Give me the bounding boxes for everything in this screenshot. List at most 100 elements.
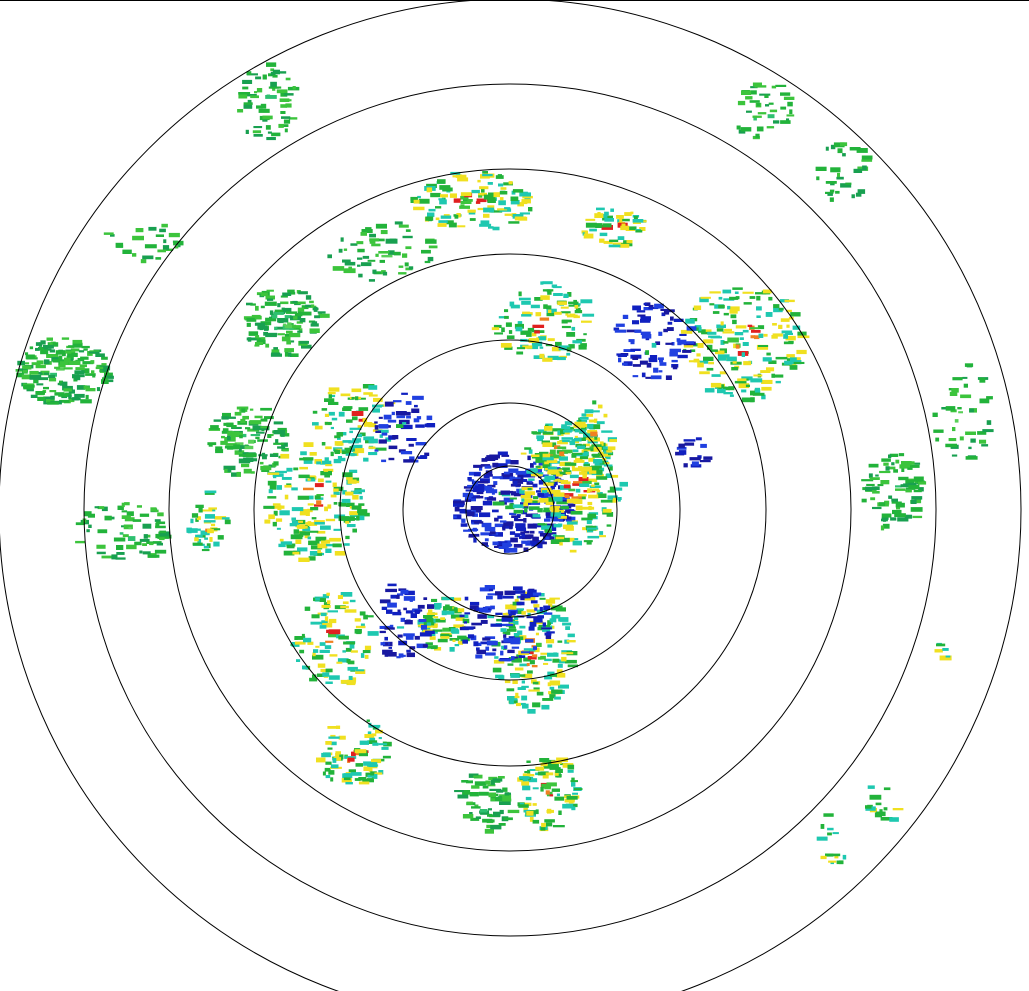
echo-cell: [320, 471, 332, 476]
echo-cell: [669, 351, 678, 357]
echo-cell: [247, 337, 252, 342]
echo-cell: [328, 629, 341, 635]
echo-cell: [867, 785, 875, 789]
echo-cell: [126, 511, 134, 517]
echo-cell: [828, 860, 837, 863]
echo-cell: [252, 458, 258, 462]
echo-cell: [767, 114, 775, 119]
echo-cell: [443, 606, 455, 611]
echo-cell: [495, 674, 504, 679]
echo-cell: [333, 458, 342, 464]
echo-cell: [589, 424, 601, 430]
echo-cell: [354, 448, 365, 454]
echo-cell: [547, 290, 552, 295]
echo-cell: [316, 757, 326, 763]
echo-cell: [271, 132, 281, 137]
echo-cell: [207, 442, 217, 446]
echo-cell: [521, 486, 534, 491]
echo-cell: [454, 506, 460, 512]
echo-cell: [542, 698, 554, 701]
echo-cell: [503, 471, 510, 475]
echo-cell: [351, 411, 364, 416]
echo-cell: [211, 528, 221, 531]
echo-cell: [190, 518, 194, 524]
echo-cell: [208, 507, 217, 510]
echo-cell: [573, 481, 585, 484]
echo-cell: [197, 539, 202, 544]
echo-cell: [186, 528, 198, 533]
echo-cell: [405, 610, 414, 614]
echo-cell: [596, 476, 608, 480]
echo-cell: [275, 518, 283, 522]
echo-cell: [469, 218, 476, 221]
echo-cell: [617, 219, 622, 223]
echo-cell: [563, 524, 574, 530]
echo-cell: [368, 446, 376, 449]
echo-cell: [426, 612, 438, 615]
echo-cell: [334, 441, 344, 446]
echo-cell: [425, 642, 433, 645]
echo-cell: [551, 346, 561, 352]
echo-cell: [280, 111, 286, 114]
echo-cell: [334, 551, 346, 556]
echo-cell: [768, 360, 777, 364]
echo-cell: [498, 659, 508, 662]
echo-cell: [735, 325, 747, 329]
echo-cell: [252, 130, 262, 134]
echo-cell: [455, 174, 462, 178]
echo-cell: [96, 544, 106, 549]
echo-cell: [597, 492, 603, 495]
echo-cell: [707, 344, 713, 350]
echo-cell: [492, 541, 499, 546]
echo-cell: [526, 810, 534, 816]
echo-cell: [553, 652, 557, 657]
echo-cell: [474, 521, 484, 524]
echo-cell: [559, 440, 570, 443]
echo-cell: [620, 225, 630, 231]
echo-cell: [209, 537, 213, 542]
echo-cell: [503, 817, 513, 821]
echo-cell: [538, 461, 543, 466]
echo-cell: [521, 685, 529, 688]
echo-cell: [541, 822, 546, 828]
echo-cell: [426, 183, 437, 188]
echo-cell: [504, 590, 516, 595]
echo-cell: [499, 801, 511, 805]
echo-cell: [374, 421, 378, 424]
echo-cell: [42, 345, 54, 349]
echo-cell: [716, 328, 724, 332]
echo-cell: [560, 511, 566, 516]
echo-cell: [132, 519, 142, 522]
echo-cell: [566, 314, 578, 318]
echo-cell: [911, 496, 923, 500]
echo-cell: [539, 498, 549, 503]
echo-cell: [154, 519, 161, 522]
echo-cell: [159, 537, 165, 541]
echo-cell: [329, 654, 338, 657]
echo-cell: [428, 208, 436, 212]
echo-cell: [502, 630, 508, 634]
echo-cell: [532, 819, 540, 824]
echo-cell: [310, 323, 319, 327]
echo-cell: [480, 641, 488, 645]
echo-cell: [840, 142, 848, 147]
echo-cell: [589, 446, 593, 449]
echo-cell: [697, 455, 702, 459]
echo-cell: [561, 437, 573, 440]
echo-cell: [592, 400, 597, 405]
echo-cell: [563, 484, 571, 489]
echo-cell: [564, 798, 575, 803]
echo-cell: [516, 488, 522, 493]
echo-cell: [457, 225, 466, 228]
echo-cell: [565, 312, 569, 316]
echo-cell: [384, 627, 395, 630]
echo-cell: [544, 525, 550, 529]
echo-cell: [276, 89, 288, 94]
echo-cell: [547, 620, 552, 625]
echo-cell: [491, 210, 503, 213]
echo-cell: [539, 451, 549, 455]
echo-cell: [285, 77, 291, 81]
echo-cell: [284, 348, 294, 353]
echo-cell: [394, 221, 403, 225]
echo-cell: [632, 219, 644, 223]
